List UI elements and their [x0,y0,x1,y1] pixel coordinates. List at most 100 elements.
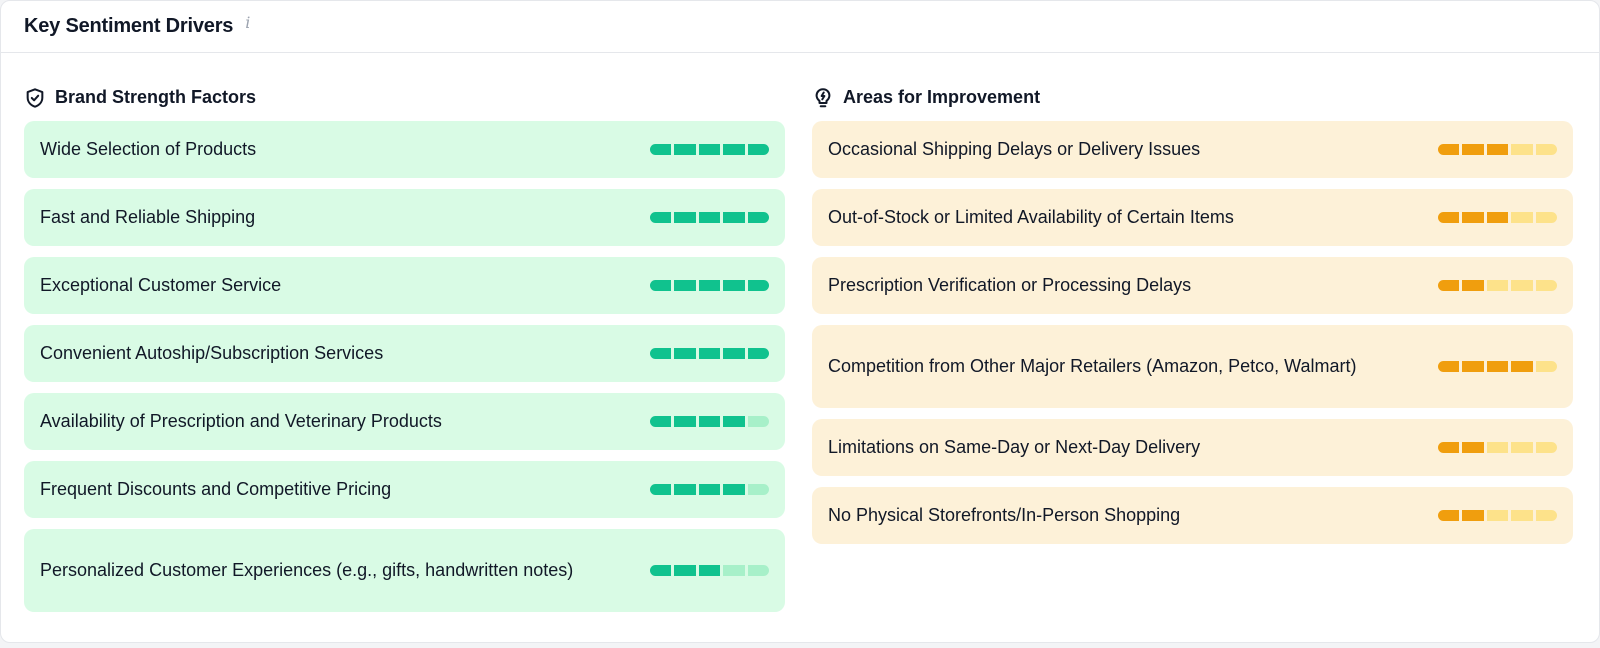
driver-row: Competition from Other Major Retailers (… [812,325,1573,408]
score-segment-filled [674,565,696,576]
score-segment-filled [1462,361,1484,372]
score-segment-empty [1535,280,1557,291]
score-meter [1437,510,1557,521]
driver-row: Out-of-Stock or Limited Availability of … [812,189,1573,246]
driver-label: Convenient Autoship/Subscription Service… [40,343,384,363]
lightbulb-icon [812,87,834,109]
score-segment-filled [1462,442,1484,453]
driver-label: Fast and Reliable Shipping [40,207,256,227]
score-meter [649,416,769,427]
score-segment-empty [1535,510,1557,521]
score-meter [1437,144,1557,155]
score-segment-empty [1535,144,1557,155]
score-segment-filled [1437,280,1459,291]
score-meter [649,144,769,155]
score-segment-empty [1535,212,1557,223]
score-segment-filled [723,484,745,495]
score-meter [649,484,769,495]
card-header: Key Sentiment Drivers i [1,1,1599,53]
score-segment-empty [1511,280,1533,291]
score-segment-filled [698,144,720,155]
driver-label: Frequent Discounts and Competitive Prici… [40,479,392,499]
score-segment-filled [649,348,671,359]
score-segment-filled [649,484,671,495]
brand-strength-column: Brand Strength Factors Wide Selection of… [24,53,785,612]
score-segment-filled [674,348,696,359]
score-segment-filled [1462,280,1484,291]
score-segment-filled [1462,144,1484,155]
brand-strength-title: Brand Strength Factors [55,87,257,107]
score-segment-filled [649,144,671,155]
score-segment-filled [698,484,720,495]
score-meter [1437,442,1557,453]
score-segment-filled [698,348,720,359]
driver-label: Exceptional Customer Service [40,275,282,295]
score-segment-empty [1486,280,1508,291]
score-segment-filled [1462,212,1484,223]
driver-row: Personalized Customer Experiences (e.g.,… [24,529,785,612]
driver-row: Wide Selection of Products [24,121,785,178]
driver-row: Exceptional Customer Service [24,257,785,314]
score-meter [1437,361,1557,372]
driver-label: Wide Selection of Products [40,139,257,159]
driver-row: Fast and Reliable Shipping [24,189,785,246]
driver-label: Prescription Verification or Processing … [828,275,1192,295]
driver-row: Limitations on Same-Day or Next-Day Deli… [812,419,1573,476]
score-segment-filled [698,212,720,223]
score-segment-filled [1486,361,1508,372]
score-segment-empty [1511,442,1533,453]
score-segment-filled [674,212,696,223]
score-segment-filled [747,212,769,223]
improvement-header: Areas for Improvement [812,53,1573,121]
driver-label: Personalized Customer Experiences (e.g.,… [40,560,574,580]
score-segment-filled [674,416,696,427]
score-segment-empty [747,416,769,427]
score-segment-filled [674,484,696,495]
score-segment-filled [747,280,769,291]
score-meter [649,280,769,291]
score-segment-filled [1437,144,1459,155]
score-segment-filled [723,144,745,155]
score-segment-filled [649,565,671,576]
score-segment-filled [723,212,745,223]
score-segment-filled [1437,361,1459,372]
score-segment-empty [747,565,769,576]
score-segment-filled [747,348,769,359]
score-segment-empty [1511,144,1533,155]
score-segment-empty [1486,442,1508,453]
score-meter [1437,280,1557,291]
driver-label: Occasional Shipping Delays or Delivery I… [828,139,1201,159]
info-icon[interactable]: i [245,13,251,32]
score-segment-filled [723,416,745,427]
score-segment-empty [1511,510,1533,521]
driver-label: Competition from Other Major Retailers (… [828,356,1357,376]
score-segment-filled [1437,212,1459,223]
score-segment-filled [649,280,671,291]
driver-label: Limitations on Same-Day or Next-Day Deli… [828,437,1201,457]
brand-strength-header: Brand Strength Factors [24,53,785,121]
score-meter [649,565,769,576]
shield-check-icon [24,87,46,109]
driver-label: No Physical Storefronts/In-Person Shoppi… [828,505,1181,525]
card-title: Key Sentiment Drivers [24,15,234,37]
score-segment-filled [1437,510,1459,521]
score-segment-empty [1535,361,1557,372]
driver-label: Availability of Prescription and Veterin… [40,411,442,431]
score-meter [649,212,769,223]
score-segment-filled [649,212,671,223]
score-segment-filled [747,144,769,155]
score-segment-filled [698,416,720,427]
brand-strength-list: Wide Selection of Products Fast and Relia… [24,121,785,612]
score-segment-filled [649,416,671,427]
driver-label: Out-of-Stock or Limited Availability of … [828,207,1234,227]
score-meter [1437,212,1557,223]
score-segment-filled [1486,212,1508,223]
score-meter [649,348,769,359]
score-segment-filled [723,348,745,359]
score-segment-filled [1511,361,1533,372]
score-segment-filled [1437,442,1459,453]
driver-row: Convenient Autoship/Subscription Service… [24,325,785,382]
score-segment-filled [674,144,696,155]
score-segment-empty [747,484,769,495]
